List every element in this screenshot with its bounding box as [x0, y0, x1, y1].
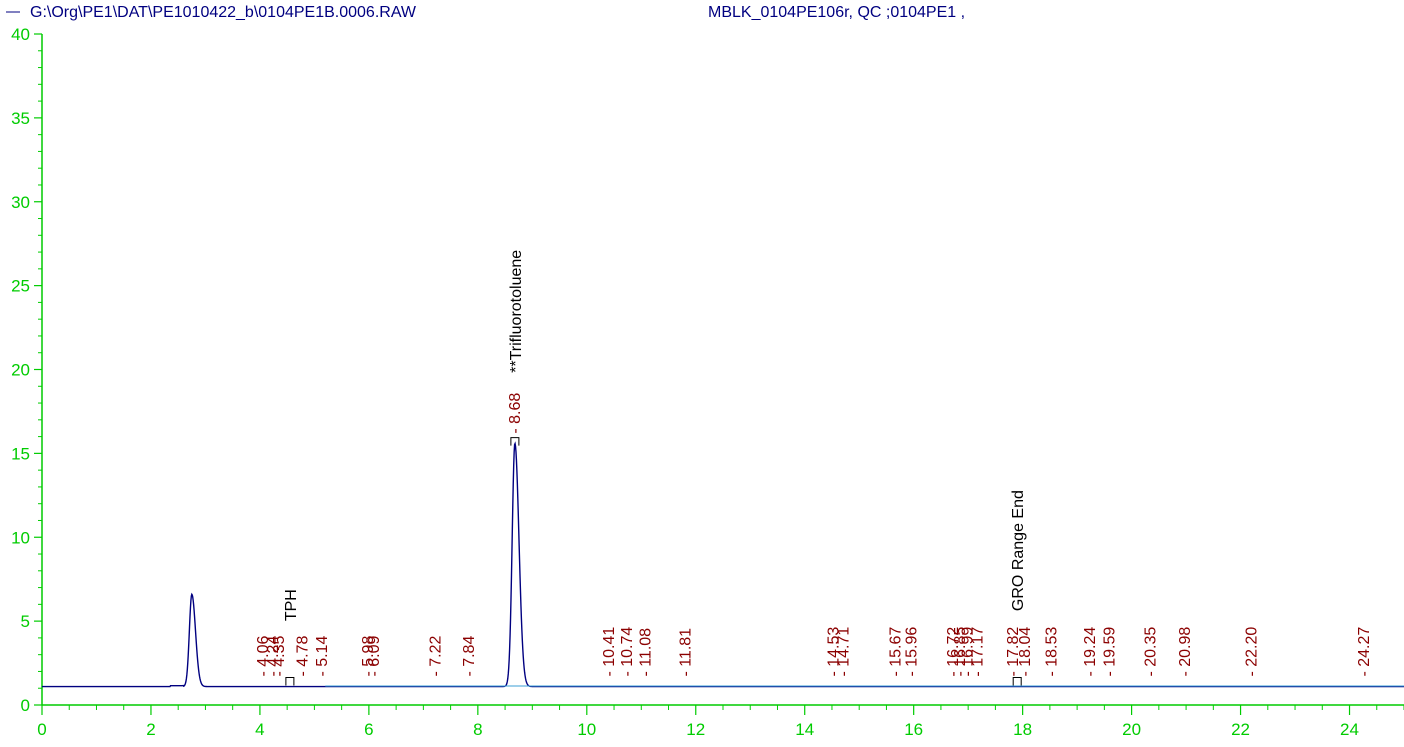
- peak-label: - 18.53: [1044, 627, 1061, 677]
- sample-info-label: MBLK_0104PE106r, QC ;0104PE1 ,: [708, 4, 965, 21]
- peak-label: - 18.04: [1017, 627, 1034, 677]
- peak-label: - 16.99: [960, 627, 977, 677]
- peak-label: - 5.98: [360, 636, 377, 677]
- y-tick-label: 20: [11, 361, 30, 380]
- x-tick-label: 22: [1231, 720, 1250, 739]
- peak-label: - 11.08: [638, 628, 655, 677]
- peak-label: - 17.17: [969, 627, 986, 677]
- peak-label: - 7.84: [461, 636, 478, 677]
- peak-label: - 20.98: [1177, 627, 1194, 677]
- peak-label: - 5.14: [314, 636, 331, 677]
- x-tick-label: 0: [37, 720, 46, 739]
- peak-label: - 22.20: [1243, 627, 1260, 677]
- y-tick-label: 40: [11, 25, 30, 44]
- peak-label: - 14.53: [826, 627, 843, 677]
- peak-label: - 8.68: [507, 393, 524, 434]
- y-tick-label: 35: [11, 109, 30, 128]
- x-tick-label: 2: [146, 720, 155, 739]
- y-tick-label: 10: [11, 528, 30, 547]
- peak-label: - 15.96: [904, 627, 921, 677]
- x-tick-label: 24: [1340, 720, 1359, 739]
- peak-label: - 10.74: [619, 627, 636, 677]
- x-tick-label: 14: [795, 720, 814, 739]
- x-axis-ticks: 0 2 4 6 8 10 12 14 16 18 20 22 24: [37, 705, 1404, 739]
- annotation-marker: [285, 677, 295, 686]
- peak-label: - 4.06: [255, 636, 272, 677]
- peak-label: - 14.71: [835, 627, 852, 677]
- x-tick-label: 10: [577, 720, 596, 739]
- peak-label: - 6.09: [366, 636, 383, 677]
- y-tick-label: 30: [11, 193, 30, 212]
- peak-label: - 4.24: [265, 636, 282, 677]
- y-tick-label: 0: [21, 696, 30, 715]
- peak-label: - 16.72: [945, 627, 962, 677]
- x-tick-label: 20: [1122, 720, 1141, 739]
- peak-label: - 19.24: [1082, 627, 1099, 677]
- annotation-label: **Trifluorotoluene: [508, 250, 525, 373]
- peak-labels: - 4.06- 4.24- 4.35 - 4.78- 5.14 - 5.98- 6.…: [255, 393, 1373, 677]
- peak-label: - 7.22: [427, 636, 444, 677]
- y-tick-label: 25: [11, 277, 30, 296]
- peak-label: - 4.78: [294, 636, 311, 677]
- annotation-label: GRO Range End: [1010, 490, 1027, 611]
- annotations: TPH **Trifluorotoluene GRO Range End: [283, 250, 1027, 686]
- axes: [41, 34, 1404, 706]
- x-tick-label: 16: [904, 720, 923, 739]
- peak-label: - 16.85: [952, 627, 969, 677]
- x-tick-label: 6: [364, 720, 373, 739]
- x-tick-label: 8: [473, 720, 482, 739]
- x-tick-label: 18: [1013, 720, 1032, 739]
- peak-label: - 24.27: [1356, 627, 1373, 677]
- trace-group: [42, 441, 1404, 688]
- peak-label: - 11.81: [677, 628, 694, 677]
- file-path-label: G:\Org\PE1\DAT\PE1010422_b\0104PE1B.0006…: [30, 4, 417, 21]
- y-tick-label: 15: [11, 444, 30, 463]
- annotation-marker: [1012, 677, 1022, 686]
- chromatogram-trace: [42, 441, 1404, 688]
- y-tick-label: 5: [21, 612, 30, 631]
- peak-label: - 4.35: [271, 636, 288, 677]
- y-axis-ticks: 0 5 10 15 20 25 30 35 40: [11, 25, 42, 715]
- peak-label: - 15.67: [888, 627, 905, 677]
- peak-label: - 17.82: [1005, 627, 1022, 677]
- annotation-label: TPH: [283, 589, 300, 621]
- x-tick-label: 4: [255, 720, 264, 739]
- peak-label: - 10.41: [601, 627, 618, 677]
- peak-label: - 19.59: [1101, 627, 1118, 677]
- x-tick-label: 12: [686, 720, 705, 739]
- peak-label: - 20.35: [1143, 627, 1160, 677]
- annotation-marker: [510, 437, 520, 446]
